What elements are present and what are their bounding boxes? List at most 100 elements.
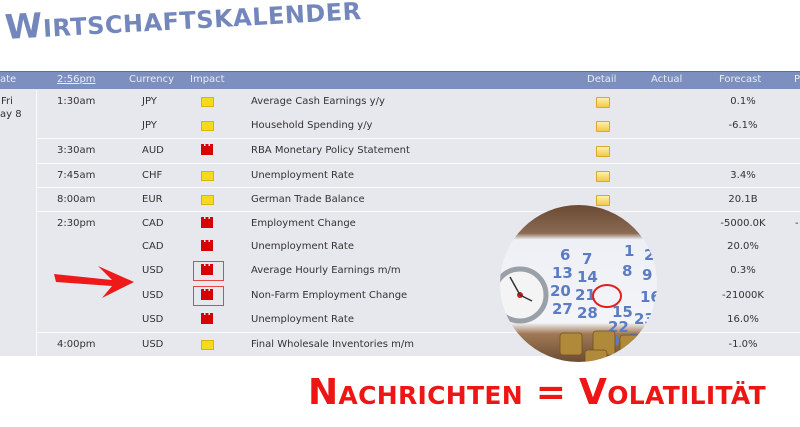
page-title: Wirtschaftskalender [3,0,363,48]
economic-calendar-table: ate 2:56pm Currency Impact Detail Actual… [0,71,800,356]
table-row[interactable]: 3:30am AUD RBA Monetary Policy Statement [37,138,800,163]
event-title[interactable]: RBA Monetary Policy Statement [251,145,410,157]
calendar-day-number: 20 [550,282,571,300]
event-title[interactable]: Employment Change [251,218,356,229]
calendar-day-number: 27 [552,300,573,318]
event-title[interactable]: Average Cash Earnings y/y [251,96,385,107]
table-header: ate 2:56pm Currency Impact Detail Actual… [0,71,800,89]
calendar-day-number: 8 [622,262,632,280]
event-currency: AUD [142,145,164,157]
event-currency: USD [142,289,164,301]
table-row[interactable]: 4:00pm USD Final Wholesale Inventories m… [37,332,800,357]
event-currency: CAD [142,241,164,253]
event-forecast: 0.1% [730,96,756,107]
low-impact-icon [201,121,214,132]
detail-folder-icon[interactable] [596,146,610,158]
calendar-day-number: 2 [644,246,654,264]
highlight-box [193,285,224,306]
table-row[interactable]: USD Non-Farm Employment Change -21000K [37,284,800,308]
event-forecast: 20.1B [728,193,758,205]
calendar-day-number: 15 [612,303,633,321]
header-currency: Currency [129,74,175,85]
event-title[interactable]: Average Hourly Earnings m/m [251,265,401,277]
event-title[interactable]: Final Wholesale Inventories m/m [251,339,414,350]
event-forecast: 3.4% [730,169,756,181]
calendar-day-number: 6 [560,246,570,264]
event-currency: JPY [142,120,157,132]
header-detail: Detail [587,74,617,85]
event-title[interactable]: German Trade Balance [251,193,365,205]
event-previous: - [795,218,799,229]
calendar-day-number: 21 [575,286,596,304]
event-currency: EUR [142,193,163,205]
detail-folder-icon[interactable] [596,170,610,182]
event-forecast: 20.0% [727,241,759,253]
low-impact-icon [201,170,214,181]
high-impact-icon [201,312,213,324]
calendar-day-number: 28 [577,304,598,322]
table-row[interactable]: USD Average Hourly Earnings m/m 0.3% [37,259,800,283]
header-previous: P [794,74,800,85]
date-cell: Fri ay 8 [0,90,37,356]
event-title[interactable]: Unemployment Rate [251,169,354,181]
event-currency: JPY [142,96,157,107]
event-forecast: 0.3% [730,265,756,277]
date-day: Fri [1,96,13,107]
event-title[interactable]: Unemployment Rate [251,313,354,325]
high-impact-icon [201,144,213,156]
table-row[interactable]: JPY Household Spending y/y -6.1% [37,114,800,138]
event-time: 4:00pm [57,339,96,350]
event-forecast: 16.0% [727,313,759,325]
header-impact: Impact [190,74,225,85]
calendar-day-number: 1 [624,242,634,260]
event-forecast: -6.1% [728,120,758,132]
calendar-day-number: 13 [552,264,573,282]
highlight-box [193,261,224,282]
header-actual: Actual [651,74,683,85]
high-impact-icon [201,240,213,252]
red-arrow-icon [54,266,134,298]
event-forecast: -21000K [722,289,764,301]
photo-illustration: 671231314891020211516172728222324293031 [500,242,657,362]
calendar-day-number: 14 [577,268,598,286]
low-impact-icon [201,194,214,205]
high-impact-icon [201,288,213,300]
event-currency: CAD [142,218,164,229]
event-time: 7:45am [57,169,96,181]
event-time: 3:30am [57,145,96,157]
table-row[interactable]: 2:30pm CAD Employment Change -5000.0K - [37,211,800,236]
event-currency: USD [142,339,164,350]
event-currency: CHF [142,169,163,181]
event-time: 1:30am [57,96,96,107]
event-forecast: -5000.0K [720,218,766,229]
detail-folder-icon[interactable] [596,97,610,108]
table-row[interactable]: USD Unemployment Rate 16.0% [37,308,800,332]
event-currency: USD [142,313,164,325]
header-time-link[interactable]: 2:56pm [57,74,96,85]
event-forecast: -1.0% [728,339,758,350]
table-row[interactable]: 7:45am CHF Unemployment Rate 3.4% [37,162,800,188]
low-impact-icon [201,97,214,107]
tagline: Nachrichten = Volatilität [308,372,766,413]
event-title[interactable]: Household Spending y/y [251,120,373,132]
event-time: 8:00am [57,193,96,205]
low-impact-icon [201,340,214,350]
event-title[interactable]: Non-Farm Employment Change [251,289,408,301]
table-row[interactable]: 1:30am JPY Average Cash Earnings y/y 0.1… [37,90,800,114]
header-date: ate [0,74,17,85]
calendar-day-number: 7 [582,250,592,268]
circled-date [592,284,622,308]
calendar-day-number: 9 [642,266,652,284]
table-row[interactable]: 8:00am EUR German Trade Balance 20.1B [37,186,800,212]
event-title[interactable]: Unemployment Rate [251,241,354,253]
high-impact-icon [201,264,213,276]
detail-folder-icon[interactable] [596,194,610,206]
calendar-clock-coins-photo: 671231314891020211516172728222324293031 [500,205,657,362]
event-time: 2:30pm [57,218,96,229]
calendar-day-number: 16 [640,288,657,306]
high-impact-icon [201,217,213,228]
header-forecast: Forecast [719,74,762,85]
table-row[interactable]: CAD Unemployment Rate 20.0% [37,235,800,259]
detail-folder-icon[interactable] [596,121,610,133]
date-date: ay 8 [0,109,22,120]
